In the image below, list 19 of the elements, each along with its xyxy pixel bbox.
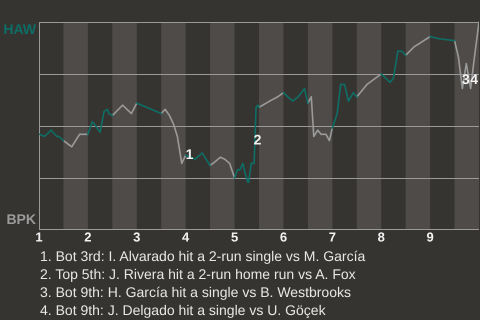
x-tick-label: 5	[230, 229, 238, 244]
x-tick-label: 2	[84, 229, 92, 244]
text: 2. Top 5th: J. Rivera hit a 2-run home run vs A. Fox	[40, 265, 357, 283]
annotation: 2	[254, 131, 262, 148]
x-tick-label: 3	[133, 229, 140, 244]
x-tick-label: 6	[280, 229, 288, 244]
x-tick-label: 1	[35, 229, 43, 244]
x-tick-label: 8	[378, 229, 385, 244]
annotation: 1	[186, 146, 194, 162]
text: 3. Bot 9th: H. García hit a single vs B. Westbrooks	[40, 283, 352, 301]
x-tick-label: 9	[426, 229, 434, 244]
text: BPK	[6, 210, 36, 227]
annotation: 4	[470, 71, 478, 88]
x-tick-label: 4	[182, 229, 190, 244]
text: HAW	[3, 20, 37, 37]
annotation: 3	[462, 71, 470, 88]
text: 1. Bot 3rd: I. Alvarado hit a 2-run single vs M. García	[40, 247, 366, 265]
text: 4. Bot 9th: J. Delgado hit a single vs U. Göçek	[40, 301, 327, 319]
x-tick-label: 7	[328, 229, 336, 244]
